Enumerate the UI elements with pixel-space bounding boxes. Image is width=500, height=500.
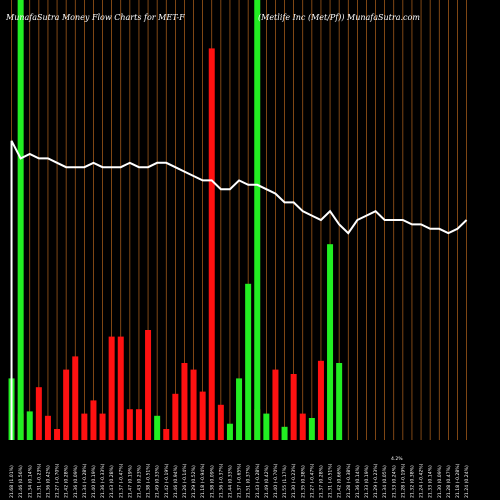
x-tick-label: 21.36 (0.14%) <box>355 465 361 498</box>
marker-label: 4.2% <box>391 456 403 462</box>
x-tick-label: 21.29 (-0.23%) <box>373 463 379 498</box>
money-flow-bar <box>336 363 343 440</box>
money-flow-bar <box>290 374 297 440</box>
money-flow-bar <box>63 369 70 440</box>
x-tick-label: 21.29 (0.52%) <box>191 465 197 498</box>
money-flow-bar <box>35 387 42 440</box>
x-tick-label: 21.46 (0.56%) <box>18 465 24 498</box>
x-tick-label: 21.26 (-0.14%) <box>182 463 188 498</box>
x-tick-label: 21.37 (0.28%) <box>318 465 324 498</box>
x-tick-label: 21.30 (-0.23%) <box>291 463 297 498</box>
money-flow-bar <box>44 415 51 440</box>
x-tick-label: 21.68 (1.01%) <box>9 465 15 498</box>
money-flow-bar <box>327 244 334 440</box>
x-tick-label: 21.27 (-0.70%) <box>55 463 61 498</box>
x-tick-label: 21.18 (-0.94%) <box>200 463 206 498</box>
money-flow-bar <box>145 330 152 440</box>
x-tick-label: 21.31 (-0.23%) <box>36 463 42 498</box>
x-tick-label: 21.18 (-0.28%) <box>455 463 461 498</box>
x-tick-label: 21.24 (-0.42%) <box>419 463 425 498</box>
money-flow-bar <box>217 404 224 440</box>
x-tick-label: 21.36 (-0.33%) <box>100 463 106 498</box>
x-tick-label: 21.31 (-0.51%) <box>328 463 334 498</box>
money-flow-bar <box>208 48 215 441</box>
money-flow-bar <box>54 429 61 440</box>
x-tick-label: 21.28 (-0.38%) <box>346 463 352 498</box>
money-flow-bar <box>26 411 33 440</box>
x-tick-label: 21.33 (0.24%) <box>391 465 397 498</box>
money-flow-bar <box>281 426 288 440</box>
x-tick-label: 21.32 (0.38%) <box>409 465 415 498</box>
money-flow-bar <box>263 413 270 440</box>
money-flow-bar <box>108 336 115 440</box>
x-tick-label: 21.37 (-0.65%) <box>237 463 243 498</box>
x-tick-label: 21.44 (0.33%) <box>227 465 233 498</box>
x-tick-label: 21.38 (-0.51%) <box>146 463 152 498</box>
x-tick-label: 21.34 (-0.28%) <box>82 463 88 498</box>
money-flow-bar <box>190 369 197 440</box>
money-flow-bar <box>117 336 124 440</box>
money-flow-spike-bar <box>254 0 261 440</box>
money-flow-bar <box>172 393 179 440</box>
x-tick-label: 21.55 (1.17%) <box>282 465 288 498</box>
x-tick-label: 21.27 (-0.47%) <box>309 463 315 498</box>
money-flow-bar <box>135 409 142 440</box>
money-flow-bar <box>72 356 79 440</box>
x-tick-label: 21.35 (0.38%) <box>300 465 306 498</box>
money-flow-bar <box>154 415 161 440</box>
x-tick-label: 21.40 (-0.70%) <box>273 463 279 498</box>
money-flow-bar <box>299 413 306 440</box>
money-flow-bar <box>317 360 324 440</box>
x-tick-label: 21.49 (0.33%) <box>155 465 161 498</box>
x-tick-label: 21.42 (0.28%) <box>64 465 70 498</box>
x-tick-label: 21.36 (0.09%) <box>73 465 79 498</box>
chart-title-right: (Metlife Inc (Met/Pf)) MunafaSutra.com <box>258 13 420 22</box>
x-tick-label: 21.34 (0.05%) <box>382 465 388 498</box>
money-flow-bar <box>308 418 315 440</box>
money-flow-bar <box>226 423 233 440</box>
money-flow-bar <box>99 413 106 440</box>
x-axis-tick-labels: 21.68 (1.01%) 21.46 (0.56%) 21.34 (0.14%) 2… <box>9 463 470 498</box>
x-tick-label: 21.51 (0.37%) <box>246 465 252 498</box>
x-tick-label: 21.46 (0.94%) <box>173 465 179 498</box>
x-tick-label: 21.43 (0.28%) <box>109 465 115 498</box>
x-tick-label: 21.24 (0.24%) <box>464 465 470 498</box>
x-tick-label: 21.28 (0.47%) <box>446 465 452 498</box>
x-tick-label: 21.33 (0.14%) <box>428 465 434 498</box>
x-tick-label: 21.47 (0.19%) <box>127 465 133 498</box>
money-flow-bar <box>245 283 252 440</box>
x-tick-label: 21.43 (-0.28%) <box>255 463 261 498</box>
money-flow-bar <box>90 400 97 440</box>
chart-title-left: MunafaSutra Money Flow Charts for MET-F <box>5 13 185 22</box>
x-tick-label: 21.30 (0.09%) <box>437 465 443 498</box>
x-tick-label: 21.42 (0.66%) <box>337 465 343 498</box>
x-tick-label: 21.49 (0.42%) <box>264 465 270 498</box>
money-flow-bar <box>181 363 188 440</box>
x-tick-label: 21.40 (0.19%) <box>91 465 97 498</box>
money-flow-bar <box>272 369 279 440</box>
x-tick-label: 21.38 (0.09%) <box>209 465 215 498</box>
x-tick-label: 21.28 (-0.19%) <box>400 463 406 498</box>
x-tick-label: 21.43 (0.23%) <box>136 465 142 498</box>
x-tick-label: 21.33 (0.19%) <box>364 465 370 498</box>
money-flow-bar <box>81 413 88 440</box>
money-flow-bar <box>126 409 133 440</box>
money-flow-bar <box>236 378 243 440</box>
price-line <box>10 140 468 440</box>
money-flow-bar <box>199 391 206 440</box>
money-flow-spike-bar <box>17 0 24 440</box>
money-flow-bar <box>163 429 170 440</box>
money-flow-bars <box>8 0 343 441</box>
x-tick-label: 21.34 (0.14%) <box>27 465 33 498</box>
x-tick-label: 21.37 (-0.47%) <box>118 463 124 498</box>
x-tick-label: 21.36 (0.42%) <box>45 465 51 498</box>
x-tick-label: 21.36 (-0.37%) <box>218 463 224 498</box>
x-tick-label: 21.42 (-0.19%) <box>164 463 170 498</box>
